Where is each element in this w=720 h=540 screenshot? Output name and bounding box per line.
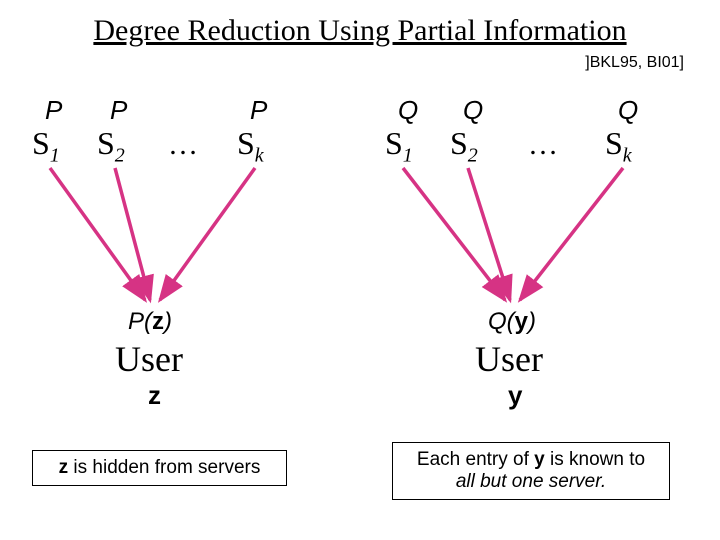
dots-left: … <box>168 128 198 162</box>
var-z: z <box>148 380 161 411</box>
caption-left: z is hidden from servers <box>32 450 287 486</box>
slide-title: Degree Reduction Using Partial Informati… <box>0 14 720 48</box>
server-s1-left: S1 <box>32 125 60 167</box>
user-left: User <box>115 338 183 380</box>
citation: ]BKL95, BI01] <box>585 54 684 72</box>
poly-label-q-k: Q <box>618 95 638 126</box>
poly-label-p-k: P <box>250 95 267 126</box>
server-s1-right: S1 <box>385 125 413 167</box>
server-sk-left: Sk <box>237 125 264 167</box>
result-qy: Q(y) <box>488 308 536 336</box>
user-right: User <box>475 338 543 380</box>
server-s2-left: S2 <box>97 125 125 167</box>
poly-label-p-1: P <box>45 95 62 126</box>
var-y: y <box>508 380 522 411</box>
result-pz: P(z) <box>128 308 172 336</box>
poly-label-q-2: Q <box>463 95 483 126</box>
poly-label-q-1: Q <box>398 95 418 126</box>
server-sk-right: Sk <box>605 125 632 167</box>
server-s2-right: S2 <box>450 125 478 167</box>
dots-right: … <box>528 128 558 162</box>
caption-right: Each entry of y is known to all but one … <box>392 442 670 500</box>
poly-label-p-2: P <box>110 95 127 126</box>
